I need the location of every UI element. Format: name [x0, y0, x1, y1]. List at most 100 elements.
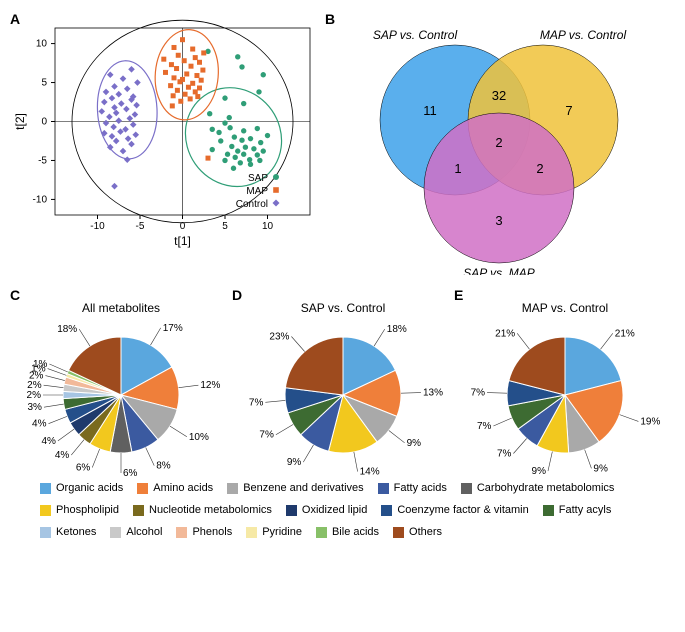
legend-swatch: [378, 483, 389, 494]
legend-item: Pyridine: [246, 526, 302, 538]
svg-text:5: 5: [41, 78, 47, 89]
svg-text:SAP vs. Control: SAP vs. Control: [301, 301, 385, 315]
legend-label: Fatty acyls: [559, 504, 612, 516]
legend-swatch: [40, 483, 51, 494]
legend-item: Benzene and derivatives: [227, 482, 363, 494]
svg-text:19%: 19%: [640, 416, 660, 427]
legend-label: Coenzyme factor & vitamin: [397, 504, 528, 516]
svg-text:E: E: [454, 287, 463, 303]
svg-text:SAP: SAP: [248, 173, 268, 184]
svg-text:8%: 8%: [156, 461, 171, 472]
legend-label: Others: [409, 526, 442, 538]
svg-text:23%: 23%: [269, 331, 289, 342]
svg-text:14%: 14%: [360, 467, 380, 476]
svg-text:0: 0: [41, 117, 47, 128]
legend-label: Bile acids: [332, 526, 379, 538]
category-legend: Organic acids Amino acids Benzene and deri…: [10, 482, 675, 538]
svg-text:13%: 13%: [423, 388, 443, 399]
svg-text:6%: 6%: [76, 463, 91, 474]
svg-text:9%: 9%: [532, 466, 547, 476]
panel-b: B SAP vs. Control MAP vs. Control SAP vs. M…: [325, 10, 675, 278]
svg-text:21%: 21%: [615, 328, 635, 339]
legend-swatch: [316, 527, 327, 538]
svg-text:11: 11: [423, 103, 437, 118]
svg-text:1: 1: [454, 161, 461, 176]
legend-label: Phenols: [192, 526, 232, 538]
legend-item: Amino acids: [137, 482, 213, 494]
legend-label: Benzene and derivatives: [243, 482, 363, 494]
legend-item: Ketones: [40, 526, 96, 538]
svg-text:6%: 6%: [123, 468, 138, 476]
svg-text:1%: 1%: [33, 359, 48, 370]
legend-swatch: [176, 527, 187, 538]
svg-text:2%: 2%: [27, 380, 42, 391]
svg-text:SAP vs. Control: SAP vs. Control: [373, 28, 458, 42]
legend-swatch: [110, 527, 121, 538]
svg-text:4%: 4%: [41, 436, 56, 447]
legend-label: Pyridine: [262, 526, 302, 538]
legend-item: Phenols: [176, 526, 232, 538]
legend-item: Others: [393, 526, 442, 538]
svg-text:Control: Control: [236, 199, 268, 210]
legend-item: Oxidized lipid: [286, 504, 367, 516]
legend-label: Fatty acids: [394, 482, 447, 494]
legend-label: Ketones: [56, 526, 96, 538]
legend-swatch: [40, 527, 51, 538]
svg-text:All metabolites: All metabolites: [82, 301, 160, 315]
svg-text:7%: 7%: [259, 430, 274, 441]
legend-swatch: [246, 527, 257, 538]
svg-text:t[2]: t[2]: [13, 113, 27, 130]
legend-label: Nucleotide metabolomics: [149, 504, 272, 516]
legend-swatch: [381, 505, 392, 516]
legend-item: Bile acids: [316, 526, 379, 538]
svg-text:MAP vs. Control: MAP vs. Control: [540, 28, 627, 42]
legend-label: Amino acids: [153, 482, 213, 494]
svg-text:MAP: MAP: [246, 186, 268, 197]
svg-text:MAP vs. Control: MAP vs. Control: [522, 301, 608, 315]
legend-swatch: [133, 505, 144, 516]
svg-text:4%: 4%: [55, 450, 70, 461]
svg-text:18%: 18%: [57, 324, 77, 335]
legend-label: Carbohydrate metabolomics: [477, 482, 615, 494]
legend-item: Alcohol: [110, 526, 162, 538]
legend-item: Fatty acyls: [543, 504, 612, 516]
svg-text:10: 10: [262, 221, 274, 232]
svg-text:2%: 2%: [27, 390, 42, 401]
svg-text:3%: 3%: [28, 402, 43, 413]
svg-text:7%: 7%: [249, 397, 264, 408]
legend-item: Carbohydrate metabolomics: [461, 482, 615, 494]
svg-text:9%: 9%: [593, 463, 608, 474]
legend-label: Alcohol: [126, 526, 162, 538]
legend-item: Coenzyme factor & vitamin: [381, 504, 528, 516]
svg-text:21%: 21%: [495, 328, 515, 339]
legend-swatch: [393, 527, 404, 538]
svg-text:C: C: [10, 287, 20, 303]
svg-text:SAP vs. MAP: SAP vs. MAP: [463, 266, 535, 275]
svg-text:-10: -10: [90, 221, 105, 232]
legend-swatch: [286, 505, 297, 516]
svg-text:12%: 12%: [200, 380, 220, 391]
svg-text:B: B: [325, 11, 335, 27]
panel-d: DSAP vs. Control18%13%9%14%9%7%7%23%: [232, 286, 454, 476]
svg-text:5: 5: [222, 221, 228, 232]
svg-text:4%: 4%: [32, 419, 47, 430]
svg-text:18%: 18%: [387, 324, 407, 335]
svg-text:9%: 9%: [407, 438, 422, 449]
legend-item: Fatty acids: [378, 482, 447, 494]
svg-text:10: 10: [36, 39, 48, 50]
legend-label: Organic acids: [56, 482, 123, 494]
svg-text:10%: 10%: [189, 432, 209, 443]
svg-text:t[1]: t[1]: [174, 234, 191, 248]
svg-text:7%: 7%: [477, 421, 492, 432]
svg-text:7%: 7%: [497, 449, 512, 460]
legend-item: Nucleotide metabolomics: [133, 504, 272, 516]
panel-e: EMAP vs. Control21%19%9%9%7%7%7%21%: [454, 286, 676, 476]
legend-swatch: [40, 505, 51, 516]
legend-item: Phospholipid: [40, 504, 119, 516]
svg-text:32: 32: [492, 88, 506, 103]
panel-c: CAll metabolites17%12%10%8%6%6%4%4%4%3%2…: [10, 286, 232, 476]
svg-text:9%: 9%: [287, 457, 302, 468]
svg-text:17%: 17%: [163, 323, 183, 334]
legend-label: Phospholipid: [56, 504, 119, 516]
svg-text:2: 2: [536, 161, 543, 176]
